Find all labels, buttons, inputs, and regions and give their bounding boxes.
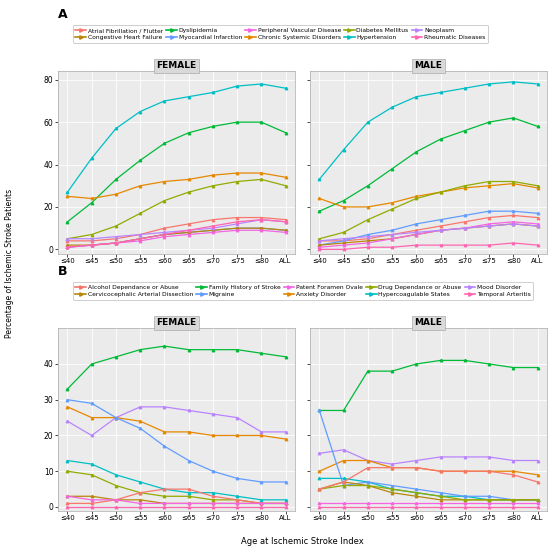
Title: FEMALE: FEMALE <box>157 318 196 327</box>
Text: A: A <box>58 8 67 21</box>
Text: Percentage of Ischemic Stroke Patients: Percentage of Ischemic Stroke Patients <box>6 189 14 338</box>
Text: Age at Ischemic Stroke Index: Age at Ischemic Stroke Index <box>241 537 364 546</box>
Title: MALE: MALE <box>415 318 442 327</box>
Title: FEMALE: FEMALE <box>157 61 196 70</box>
Text: B: B <box>58 265 67 278</box>
Title: MALE: MALE <box>415 61 442 70</box>
Legend: Atrial Fibrillation / Flutter, Congestive Heart Failure, Dyslipidemia, Myocardia: Atrial Fibrillation / Flutter, Congestiv… <box>73 25 488 43</box>
Legend: Alcohol Dependance or Abuse, Cervicocephalic Arterial Dissection, Family History: Alcohol Dependance or Abuse, Cervicoceph… <box>73 282 534 300</box>
